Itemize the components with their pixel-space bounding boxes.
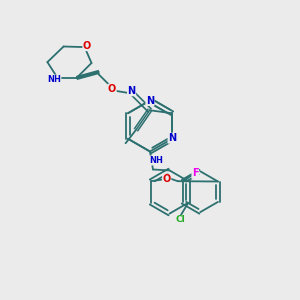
Text: Cl: Cl bbox=[176, 215, 186, 224]
Text: O: O bbox=[163, 174, 171, 184]
Text: F: F bbox=[192, 168, 199, 178]
Text: O: O bbox=[83, 40, 91, 51]
Text: N: N bbox=[168, 133, 176, 143]
Text: NH: NH bbox=[47, 75, 61, 84]
Text: NH: NH bbox=[149, 156, 163, 165]
Text: O: O bbox=[108, 84, 116, 94]
Text: N: N bbox=[128, 86, 136, 96]
Text: N: N bbox=[146, 95, 154, 106]
